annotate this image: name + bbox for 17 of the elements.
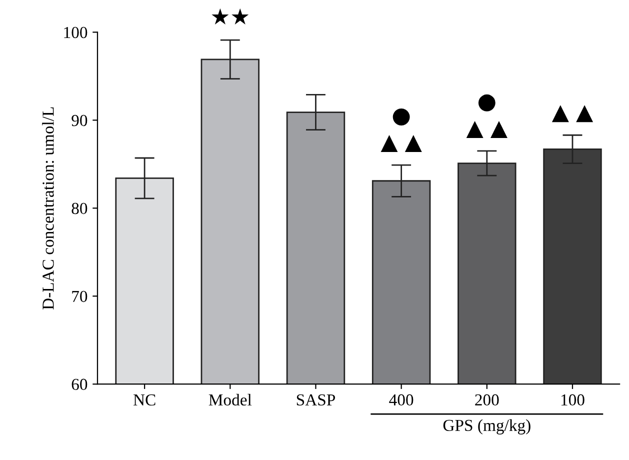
- y-tick-label: 80: [72, 202, 88, 214]
- x-tick-label: 400: [389, 394, 414, 406]
- y-tick-label: 90: [72, 114, 88, 126]
- annotation: ▲ ▲: [552, 105, 594, 122]
- y-tick-label: 70: [72, 290, 88, 302]
- x-tick-label: 100: [561, 394, 584, 406]
- text: GPS (mg/kg): [443, 419, 530, 434]
- y-tick-label: 100: [64, 26, 88, 38]
- annotation: ★★: [212, 8, 249, 24]
- x-tick-label: Model: [208, 394, 252, 406]
- y-axis-title: D-LAC concentration: umol/L: [42, 107, 54, 310]
- annotation: ● ▲ ▲: [466, 94, 508, 138]
- y-tick-label: 60: [72, 378, 88, 390]
- x-tick-label: SASP: [296, 394, 335, 406]
- annotation: ● ▲ ▲: [380, 108, 422, 152]
- x-tick-label: 200: [475, 394, 499, 406]
- x-tick-label: NC: [133, 394, 156, 406]
